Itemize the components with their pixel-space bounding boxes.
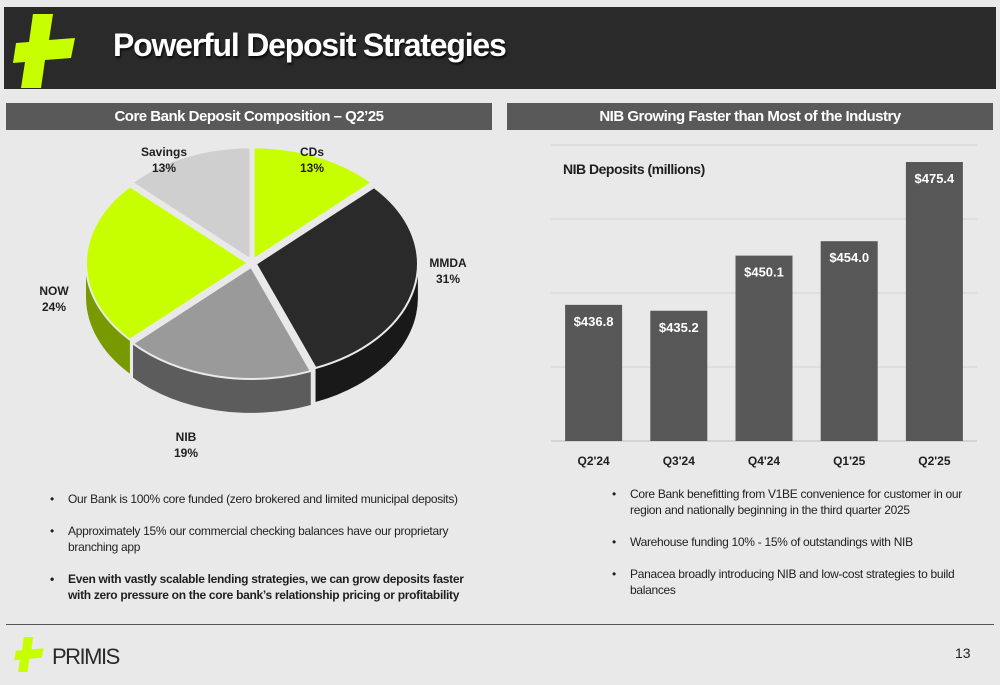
- bar-q125: [820, 241, 878, 441]
- pie-slice-tops: [85, 146, 419, 380]
- left-bullet-item: Even with vastly scalable lending strate…: [50, 571, 480, 603]
- pie-label-cds: CDs 13%: [292, 144, 332, 176]
- pie-slice-sides: [86, 263, 418, 413]
- primis-logo-icon: [13, 14, 75, 88]
- bar-value-label: $435.2: [659, 320, 699, 335]
- pie-label-nib: NIB 19%: [166, 429, 206, 461]
- bar-category-label: Q1'25: [833, 454, 866, 468]
- bar-category-label: Q4'24: [748, 454, 781, 468]
- pie-label-cds-percent: 13%: [299, 161, 325, 175]
- left-bullet-item: Approximately 15% our commercial checkin…: [50, 523, 480, 555]
- right-section-title: NIB Growing Faster than Most of the Indu…: [507, 103, 993, 130]
- pie-label-mmda-percent: 31%: [435, 272, 461, 286]
- pie-label-cds-name: CDs: [299, 145, 324, 159]
- slide-title: Powerful Deposit Strategies: [113, 27, 507, 63]
- bar-q224: [565, 304, 623, 441]
- bar-chart-svg: NIB Deposits (millions) $436.8 Q2'24 $435.…: [551, 144, 977, 468]
- bar-value-label: $475.4: [915, 171, 956, 186]
- page-number: 13: [955, 645, 971, 661]
- pie-label-now-name: NOW: [39, 284, 69, 298]
- nib-deposits-bar-chart: NIB Deposits (millions) $436.8 Q2'24 $435.…: [507, 135, 993, 475]
- pie-slice-now: [85, 185, 250, 341]
- pie-label-savings: Savings 13%: [134, 144, 194, 176]
- footer-divider: [6, 624, 994, 625]
- left-bullet-item: Our Bank is 100% core funded (zero broke…: [50, 491, 480, 507]
- left-bullet-list: Our Bank is 100% core funded (zero broke…: [50, 491, 480, 619]
- bar-value-label: $454.0: [829, 250, 869, 265]
- pie-label-now-percent: 24%: [41, 300, 67, 314]
- footer-brand-name: PRIMIS: [52, 644, 120, 669]
- bar-value-label: $450.1: [744, 265, 784, 280]
- deposit-composition-pie-chart: Savings 13% CDs 13% MMDA 31% NIB 19% NOW…: [6, 135, 492, 470]
- slide-header: Powerful Deposit Strategies: [4, 7, 996, 89]
- primis-mark-icon: [14, 637, 44, 672]
- pie-label-now: NOW 24%: [34, 283, 74, 315]
- bar-category-label: Q2'24: [577, 454, 610, 468]
- footer-logo: PRIMIS: [12, 637, 124, 673]
- bar-q424: [735, 255, 793, 441]
- pie-label-savings-name: Savings: [140, 145, 188, 159]
- pie-slice-nib: [131, 265, 313, 380]
- right-bullet-item: Warehouse funding 10% - 15% of outstandi…: [612, 534, 962, 550]
- pie-slice-side-mmda: [315, 263, 418, 403]
- right-bullet-list: Core Bank benefitting from V1BE convenie…: [612, 486, 962, 614]
- bar-chart-title: NIB Deposits (millions): [563, 161, 705, 177]
- pie-slice-side-now: [86, 263, 130, 374]
- pie-label-mmda: MMDA 31%: [426, 255, 470, 287]
- bar-category-label: Q2'25: [918, 454, 951, 468]
- bar-value-label: $436.8: [574, 314, 614, 329]
- pie-slice-savings: [130, 146, 252, 262]
- right-bullet-item: Panacea broadly introducing NIB and low-…: [612, 566, 962, 598]
- pie-slice-mmda: [254, 185, 419, 370]
- bar-q324: [650, 310, 708, 441]
- left-section-title: Core Bank Deposit Composition – Q2’25: [6, 103, 492, 130]
- bar-q225: [905, 162, 963, 441]
- pie-label-savings-percent: 13%: [151, 161, 177, 175]
- pie-slice-cds: [252, 146, 374, 262]
- pie-slice-side-nib: [133, 343, 311, 413]
- right-bullet-item: Core Bank benefitting from V1BE convenie…: [612, 486, 962, 518]
- pie-label-mmda-name: MMDA: [429, 256, 467, 270]
- bar-category-label: Q3'24: [663, 454, 696, 468]
- pie-label-nib-name: NIB: [175, 430, 197, 444]
- pie-label-nib-percent: 19%: [173, 446, 199, 460]
- pie-chart-svg: [85, 146, 419, 413]
